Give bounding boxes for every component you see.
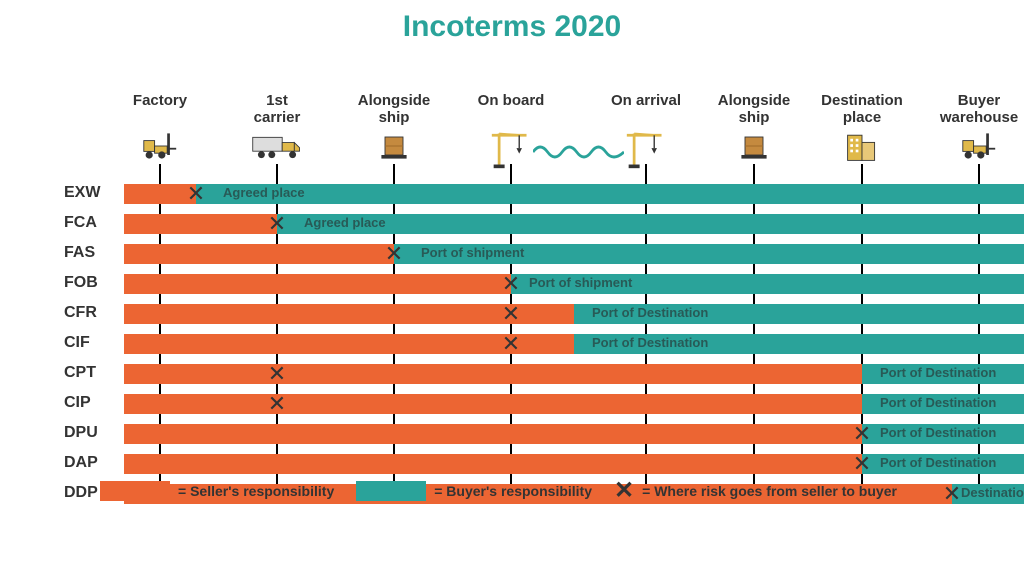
station-label-factory: Factory <box>105 92 215 109</box>
bar-annotation: Port of shipment <box>421 245 524 260</box>
incoterm-code: CIP <box>64 394 91 412</box>
legend-x-icon: ✕ <box>614 476 634 505</box>
responsibility-bar: ✕Port of Destination <box>124 364 1024 384</box>
bar-annotation: Port of Destination <box>880 395 996 410</box>
bar-annotation: Port of Destination <box>592 335 708 350</box>
legend-buyer-label: = Buyer's responsibility <box>434 483 592 499</box>
bar-annotation: Agreed place <box>304 215 386 230</box>
forklift-icon <box>961 128 997 169</box>
seller-segment <box>124 424 862 444</box>
station-label-alongside1: Alongsideship <box>339 92 449 127</box>
station-label-dest_place: Destinationplace <box>807 92 917 127</box>
incoterm-row: CFR✕Port of Destination <box>24 304 1000 334</box>
incoterm-row: EXW✕Agreed place <box>24 184 1000 214</box>
incoterm-code: EXW <box>64 184 100 202</box>
station-label-alongside2: Alongsideship <box>699 92 809 127</box>
bar-annotation: Port of shipment <box>529 275 632 290</box>
bar-annotation: Port of Destination <box>880 455 996 470</box>
sea-wave-icon <box>533 142 624 162</box>
responsibility-bar: ✕Port of Destination <box>124 394 1024 414</box>
seller-segment <box>124 454 862 474</box>
legend-x-label: = Where risk goes from seller to buyer <box>642 483 897 499</box>
incoterm-code: CFR <box>64 304 97 322</box>
seller-segment <box>124 214 277 234</box>
incoterm-row: FCA✕Agreed place <box>24 214 1000 244</box>
buyer-segment <box>196 184 1024 204</box>
station-label-first_carrier: 1stcarrier <box>222 92 332 127</box>
responsibility-bar: ✕Port of Destination <box>124 304 1024 324</box>
legend-seller-swatch <box>100 481 170 501</box>
incoterm-code: DPU <box>64 424 98 442</box>
seller-segment <box>124 244 394 264</box>
seller-segment <box>124 274 511 294</box>
incoterm-row: CIP✕Port of Destination <box>24 394 1000 424</box>
seller-segment <box>124 394 862 414</box>
box-icon <box>376 128 412 169</box>
forklift-icon <box>142 128 178 169</box>
incoterm-code: DDP <box>64 484 98 502</box>
incoterm-row: FOB✕Port of shipment <box>24 274 1000 304</box>
buyer-segment <box>277 214 1024 234</box>
page: Incoterms 2020 Factory 1stcarrier Alongs… <box>0 0 1024 576</box>
station-label-on_board: On board <box>456 92 566 109</box>
seller-segment <box>124 364 862 384</box>
responsibility-bar: ✕Port of shipment <box>124 244 1024 264</box>
incoterm-code: CIF <box>64 334 90 352</box>
legend: = Seller's responsibility = Buyer's resp… <box>100 476 1000 505</box>
incoterm-row: DPU✕Port of Destination <box>24 424 1000 454</box>
building-icon <box>844 128 880 169</box>
seller-segment <box>124 304 574 324</box>
incoterm-row: CPT✕Port of Destination <box>24 364 1000 394</box>
truck-icon <box>251 128 303 169</box>
responsibility-bar: ✕Agreed place <box>124 184 1024 204</box>
bar-annotation: Port of Destination <box>592 305 708 320</box>
incoterm-code: FCA <box>64 214 97 232</box>
responsibility-bar: ✕Port of shipment <box>124 274 1024 294</box>
responsibility-bar: ✕Port of Destination <box>124 424 1024 444</box>
bar-annotation: Port of Destination <box>880 425 996 440</box>
incoterm-code: FAS <box>64 244 95 262</box>
incoterm-code: DAP <box>64 454 98 472</box>
legend-buyer-swatch <box>356 481 426 501</box>
seller-segment <box>124 184 196 204</box>
responsibility-bar: ✕Port of Destination <box>124 454 1024 474</box>
incoterm-row: CIF✕Port of Destination <box>24 334 1000 364</box>
responsibility-bar: ✕Agreed place <box>124 214 1024 234</box>
bar-annotation: Agreed place <box>223 185 305 200</box>
station-label-buyer_wh: Buyerwarehouse <box>924 92 1024 127</box>
page-title: Incoterms 2020 <box>24 10 1000 44</box>
station-label-on_arrival: On arrival <box>591 92 701 109</box>
box-icon <box>736 128 772 169</box>
incoterm-code: CPT <box>64 364 96 382</box>
incoterm-row: FAS✕Port of shipment <box>24 244 1000 274</box>
seller-segment <box>124 334 574 354</box>
legend-seller-label: = Seller's responsibility <box>178 483 334 499</box>
incoterm-code: FOB <box>64 274 98 292</box>
bar-annotation: Port of Destination <box>880 365 996 380</box>
responsibility-bar: ✕Port of Destination <box>124 334 1024 354</box>
